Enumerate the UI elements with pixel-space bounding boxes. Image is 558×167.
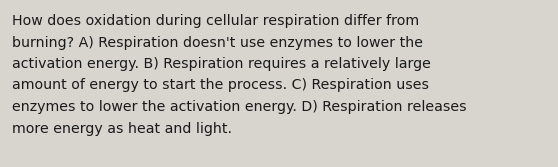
Text: amount of energy to start the process. C) Respiration uses: amount of energy to start the process. C… — [12, 78, 429, 93]
Text: enzymes to lower the activation energy. D) Respiration releases: enzymes to lower the activation energy. … — [12, 100, 466, 114]
Text: more energy as heat and light.: more energy as heat and light. — [12, 122, 232, 135]
Text: burning? A) Respiration doesn't use enzymes to lower the: burning? A) Respiration doesn't use enzy… — [12, 36, 423, 49]
Text: activation energy. B) Respiration requires a relatively large: activation energy. B) Respiration requir… — [12, 57, 431, 71]
Text: How does oxidation during cellular respiration differ from: How does oxidation during cellular respi… — [12, 14, 419, 28]
